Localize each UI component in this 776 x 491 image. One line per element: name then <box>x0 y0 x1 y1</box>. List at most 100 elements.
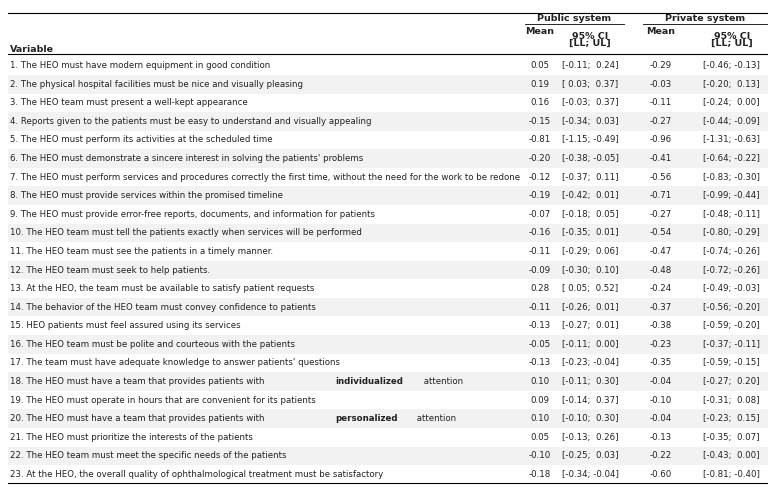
Text: -0.11: -0.11 <box>529 247 551 256</box>
Text: [-0.35;  0.07]: [-0.35; 0.07] <box>704 433 760 442</box>
Text: -0.27: -0.27 <box>650 117 671 126</box>
Text: -0.12: -0.12 <box>529 173 551 182</box>
Text: -0.10: -0.10 <box>650 396 671 405</box>
Text: 4. Reports given to the patients must be easy to understand and visually appeali: 4. Reports given to the patients must be… <box>10 117 372 126</box>
Text: [-0.59; -0.20]: [-0.59; -0.20] <box>703 321 760 330</box>
Text: 1. The HEO must have modern equipment in good condition: 1. The HEO must have modern equipment in… <box>10 61 270 70</box>
Bar <box>8 446 768 465</box>
Text: -0.54: -0.54 <box>650 228 671 237</box>
Text: [-0.11;  0.30]: [-0.11; 0.30] <box>562 377 618 386</box>
Text: [-0.13;  0.26]: [-0.13; 0.26] <box>562 433 618 442</box>
Text: [-0.34; -0.04]: [-0.34; -0.04] <box>562 470 618 479</box>
Text: 3. The HEO team must present a well-kept appearance: 3. The HEO team must present a well-kept… <box>10 98 248 108</box>
Text: -0.81: -0.81 <box>529 136 551 144</box>
Text: 0.10: 0.10 <box>531 414 549 423</box>
Text: [-0.80; -0.29]: [-0.80; -0.29] <box>703 228 760 237</box>
Text: 0.28: 0.28 <box>531 284 549 293</box>
Text: 8. The HEO must provide services within the promised timeline: 8. The HEO must provide services within … <box>10 191 283 200</box>
Text: [-0.31;  0.08]: [-0.31; 0.08] <box>704 396 760 405</box>
Text: 0.09: 0.09 <box>531 396 549 405</box>
Text: 95% CI: 95% CI <box>714 32 750 41</box>
Text: 0.05: 0.05 <box>531 433 549 442</box>
Text: [-0.81; -0.40]: [-0.81; -0.40] <box>703 470 760 479</box>
Text: -0.20: -0.20 <box>529 154 551 163</box>
Bar <box>8 335 768 354</box>
Text: 0.05: 0.05 <box>531 61 549 70</box>
Text: 15. HEO patients must feel assured using its services: 15. HEO patients must feel assured using… <box>10 321 241 330</box>
Text: 20. The HEO must have a team that provides patients with: 20. The HEO must have a team that provid… <box>10 414 267 423</box>
Text: individualized: individualized <box>335 377 404 386</box>
Text: -0.35: -0.35 <box>650 358 671 367</box>
Text: 0.16: 0.16 <box>531 98 549 108</box>
Text: -0.13: -0.13 <box>529 321 551 330</box>
Text: -0.29: -0.29 <box>650 61 671 70</box>
Text: [-0.83; -0.30]: [-0.83; -0.30] <box>703 173 760 182</box>
Text: [-0.99; -0.44]: [-0.99; -0.44] <box>703 191 760 200</box>
Text: [-0.48; -0.11]: [-0.48; -0.11] <box>703 210 760 219</box>
Text: [-0.44; -0.09]: [-0.44; -0.09] <box>703 117 760 126</box>
Text: 95% CI: 95% CI <box>572 32 608 41</box>
Text: [-0.25;  0.03]: [-0.25; 0.03] <box>562 451 618 461</box>
Text: [-0.23;  0.15]: [-0.23; 0.15] <box>704 414 760 423</box>
Text: personalized: personalized <box>335 414 398 423</box>
Text: 7. The HEO must perform services and procedures correctly the first time, withou: 7. The HEO must perform services and pro… <box>10 173 520 182</box>
Text: -0.19: -0.19 <box>529 191 551 200</box>
Text: 21. The HEO must prioritize the interests of the patients: 21. The HEO must prioritize the interest… <box>10 433 253 442</box>
Text: 5. The HEO must perform its activities at the scheduled time: 5. The HEO must perform its activities a… <box>10 136 272 144</box>
Text: Variable: Variable <box>10 45 54 54</box>
Text: [-0.35;  0.01]: [-0.35; 0.01] <box>562 228 618 237</box>
Text: [-0.26;  0.01]: [-0.26; 0.01] <box>562 302 618 312</box>
Text: -0.60: -0.60 <box>650 470 671 479</box>
Text: 12. The HEO team must seek to help patients.: 12. The HEO team must seek to help patie… <box>10 266 210 274</box>
Text: [-0.56; -0.20]: [-0.56; -0.20] <box>703 302 760 312</box>
Text: -0.47: -0.47 <box>650 247 671 256</box>
Text: [-0.74; -0.26]: [-0.74; -0.26] <box>703 247 760 256</box>
Text: -0.09: -0.09 <box>529 266 551 274</box>
Bar <box>8 409 768 428</box>
Text: -0.13: -0.13 <box>650 433 671 442</box>
Text: [-0.24;  0.00]: [-0.24; 0.00] <box>704 98 760 108</box>
Text: 14. The behavior of the HEO team must convey confidence to patients: 14. The behavior of the HEO team must co… <box>10 302 316 312</box>
Text: -0.07: -0.07 <box>529 210 551 219</box>
Text: [-0.46; -0.13]: [-0.46; -0.13] <box>703 61 760 70</box>
Text: [-0.10;  0.30]: [-0.10; 0.30] <box>562 414 618 423</box>
Text: attention: attention <box>421 377 463 386</box>
Text: 9. The HEO must provide error-free reports, documents, and information for patie: 9. The HEO must provide error-free repor… <box>10 210 375 219</box>
Bar <box>8 75 768 94</box>
Text: -0.15: -0.15 <box>529 117 551 126</box>
Text: 11. The HEO team must see the patients in a timely manner.: 11. The HEO team must see the patients i… <box>10 247 273 256</box>
Text: Mean: Mean <box>525 27 555 36</box>
Text: [ 0.05;  0.52]: [ 0.05; 0.52] <box>563 284 618 293</box>
Text: Public system: Public system <box>537 14 611 23</box>
Bar <box>8 149 768 168</box>
Text: -0.04: -0.04 <box>650 377 671 386</box>
Text: [-0.38; -0.05]: [-0.38; -0.05] <box>562 154 618 163</box>
Bar <box>8 112 768 131</box>
Text: Mean: Mean <box>646 27 675 36</box>
Text: -0.13: -0.13 <box>529 358 551 367</box>
Text: 23. At the HEO, the overall quality of ophthalmological treatment must be satisf: 23. At the HEO, the overall quality of o… <box>10 470 383 479</box>
Text: -0.38: -0.38 <box>650 321 671 330</box>
Bar <box>8 187 768 205</box>
Text: -0.16: -0.16 <box>529 228 551 237</box>
Text: [-0.64; -0.22]: [-0.64; -0.22] <box>703 154 760 163</box>
Text: -0.23: -0.23 <box>650 340 671 349</box>
Bar <box>8 298 768 317</box>
Text: 13. At the HEO, the team must be available to satisfy patient requests: 13. At the HEO, the team must be availab… <box>10 284 314 293</box>
Text: [-0.27;  0.01]: [-0.27; 0.01] <box>562 321 618 330</box>
Text: 18. The HEO must have a team that provides patients with: 18. The HEO must have a team that provid… <box>10 377 267 386</box>
Text: [-0.29;  0.06]: [-0.29; 0.06] <box>562 247 618 256</box>
Text: -0.05: -0.05 <box>529 340 551 349</box>
Text: -0.10: -0.10 <box>529 451 551 461</box>
Text: 6. The HEO must demonstrate a sincere interest in solving the patients' problems: 6. The HEO must demonstrate a sincere in… <box>10 154 363 163</box>
Text: [-0.18;  0.05]: [-0.18; 0.05] <box>562 210 618 219</box>
Text: [-0.20;  0.13]: [-0.20; 0.13] <box>704 80 760 89</box>
Text: attention: attention <box>414 414 456 423</box>
Text: -0.04: -0.04 <box>650 414 671 423</box>
Text: 0.19: 0.19 <box>531 80 549 89</box>
Text: [-0.27;  0.20]: [-0.27; 0.20] <box>704 377 760 386</box>
Text: -0.41: -0.41 <box>650 154 671 163</box>
Text: [-0.72; -0.26]: [-0.72; -0.26] <box>703 266 760 274</box>
Bar <box>8 261 768 279</box>
Text: -0.48: -0.48 <box>650 266 671 274</box>
